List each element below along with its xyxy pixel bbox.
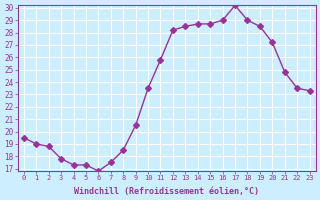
X-axis label: Windchill (Refroidissement éolien,°C): Windchill (Refroidissement éolien,°C) <box>74 187 259 196</box>
